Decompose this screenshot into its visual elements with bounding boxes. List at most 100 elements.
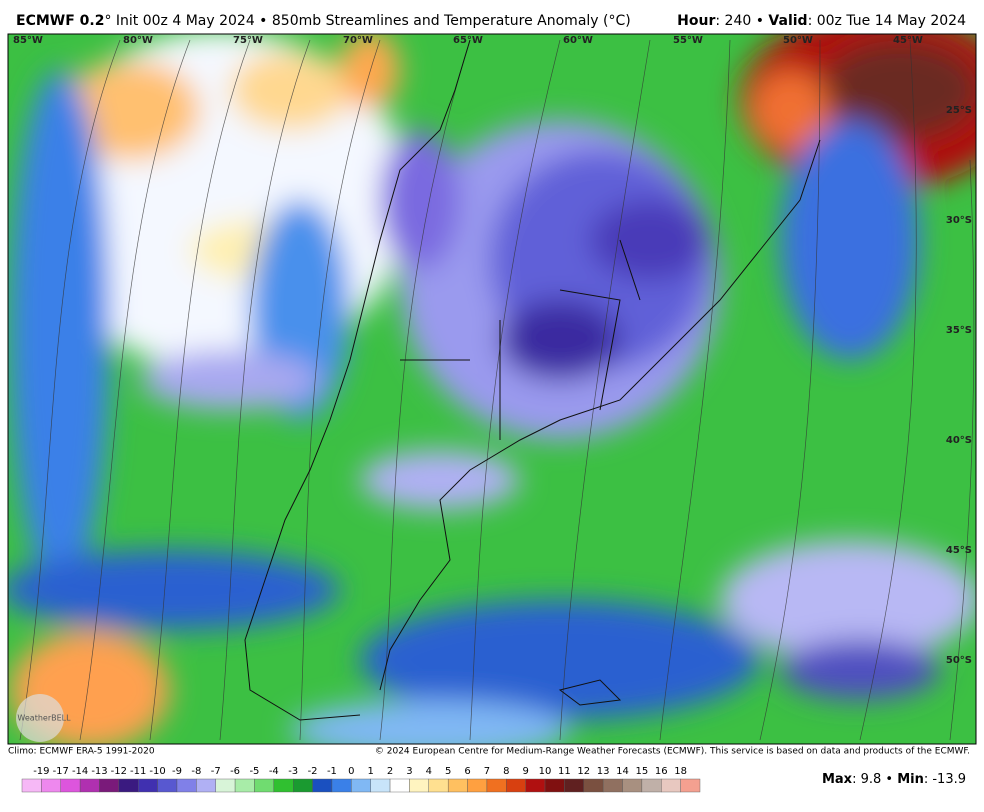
colorbar-cell [196, 778, 216, 793]
header-left: ECMWF 0.2° Init 00z 4 May 2024 • 850mb S… [16, 13, 631, 29]
anomaly-field [8, 34, 976, 744]
lon-label: 80°W [123, 35, 153, 46]
colorbar-label: -10 [149, 766, 165, 777]
colorbar-label: 8 [503, 766, 509, 777]
colorbar-cell [60, 778, 81, 793]
colorbar-label: -1 [327, 766, 337, 777]
colorbar-label: -7 [211, 766, 221, 777]
lon-label: 55°W [673, 35, 703, 46]
colorbar-label: 11 [558, 766, 571, 777]
colorbar-cell [486, 778, 507, 793]
colorbar-cell [409, 778, 429, 793]
lat-label: 25°S [946, 105, 972, 116]
colorbar-cell [583, 778, 604, 793]
colorbar-cell [602, 778, 623, 793]
colorbar-label: -14 [72, 766, 88, 777]
colorbar-cell [564, 778, 584, 793]
colorbar-cell [293, 778, 313, 793]
max-value: : 9.8 • [852, 772, 897, 787]
lon-label: 65°W [453, 35, 483, 46]
lat-label: 40°S [946, 435, 972, 446]
header-right: Hour: 240 • Valid: 00z Tue 14 May 2024 [677, 13, 966, 29]
colorbar-cell [157, 778, 178, 793]
colorbar-label: 13 [597, 766, 610, 777]
colorbar-cell [680, 778, 701, 793]
title: ° Init 00z 4 May 2024 • 850mb Streamline… [104, 13, 630, 29]
colorbar-cell [312, 778, 333, 793]
lat-label: 50°S [946, 655, 972, 666]
colorbar-label: -6 [230, 766, 240, 777]
lon-label: 85°W [13, 35, 43, 46]
lat-label: 35°S [946, 325, 972, 336]
colorbar-cell [525, 778, 546, 793]
colorbar-label: 3 [406, 766, 412, 777]
climo-note: Climo: ECMWF ERA-5 1991-2020 [8, 747, 155, 757]
colorbar-label: -9 [172, 766, 182, 777]
colorbar-cell [506, 778, 526, 793]
colorbar-cell [389, 778, 410, 793]
map-frame [7, 33, 977, 745]
colorbar-label: 4 [426, 766, 432, 777]
valid-label: Valid [768, 13, 807, 29]
valid-value: : 00z Tue 14 May 2024 [808, 13, 967, 29]
min-value: : -13.9 [924, 772, 966, 787]
streamlines [19, 39, 975, 741]
colorbar-label: 1 [367, 766, 373, 777]
min-label: Min [897, 772, 924, 787]
hour-label: Hour [677, 13, 715, 29]
colorbar-cell [21, 778, 42, 793]
logo-badge [16, 694, 64, 742]
copyright: © 2024 European Centre for Medium-Range … [375, 747, 970, 757]
colorbar-cell [41, 778, 61, 793]
colorbar-cell [428, 778, 449, 793]
lon-label: 60°W [563, 35, 593, 46]
colorbar-label: -8 [191, 766, 201, 777]
colorbar-cell [99, 778, 120, 793]
colorbar-label: 7 [484, 766, 490, 777]
colorbar-label: -4 [269, 766, 279, 777]
colorbar-label: -5 [249, 766, 259, 777]
coastlines [244, 39, 821, 721]
max-label: Max [822, 772, 853, 787]
colorbar-label: 14 [616, 766, 629, 777]
colorbar-cell [215, 778, 236, 793]
hour-value: : 240 • [715, 13, 768, 29]
colorbar-cell [351, 778, 371, 793]
colorbar-cell [118, 778, 139, 793]
lon-label: 75°W [233, 35, 263, 46]
colorbar-cell [234, 778, 255, 793]
colorbar-label: 0 [348, 766, 354, 777]
colorbar-cell [331, 778, 352, 793]
colorbar-cell [254, 778, 275, 793]
colorbar-cell [447, 778, 468, 793]
colorbar-label: 18 [674, 766, 687, 777]
lon-label: 50°W [783, 35, 813, 46]
colorbar-label: -17 [53, 766, 69, 777]
lat-label: 45°S [946, 545, 972, 556]
colorbar-label: -12 [111, 766, 127, 777]
colorbar-label: 16 [655, 766, 668, 777]
lat-label: 30°S [946, 215, 972, 226]
colorbar-cell [176, 778, 197, 793]
model-name: ECMWF 0.2 [16, 13, 104, 29]
colorbar-label: 2 [387, 766, 393, 777]
colorbar-label: -11 [130, 766, 146, 777]
colorbar-label: -19 [33, 766, 49, 777]
colorbar-label: 9 [522, 766, 528, 777]
colorbar-cell [370, 778, 391, 793]
colorbar-cell [641, 778, 662, 793]
logo: WeatherBELL [17, 714, 71, 723]
colorbar-cell [661, 778, 681, 793]
lon-label: 45°W [893, 35, 923, 46]
map-area [8, 34, 976, 744]
colorbar-label: 6 [464, 766, 470, 777]
colorbar-cell [138, 778, 158, 793]
colorbar-cell [622, 778, 643, 793]
colorbar-label: 15 [636, 766, 649, 777]
colorbar-cell [467, 778, 488, 793]
colorbar-label: -2 [308, 766, 318, 777]
stats: Max: 9.8 • Min: -13.9 [822, 772, 966, 787]
colorbar-label: 12 [577, 766, 590, 777]
